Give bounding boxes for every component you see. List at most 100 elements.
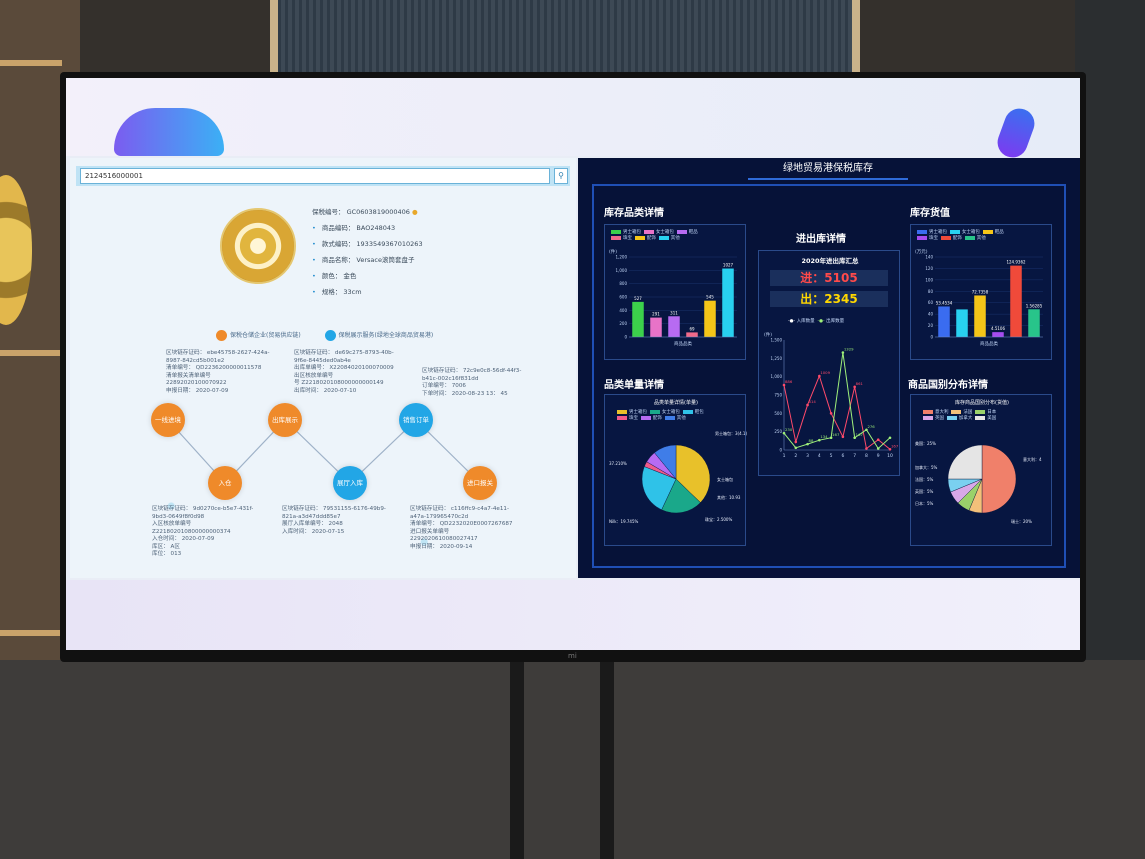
info-icon[interactable]: ● xyxy=(411,208,418,216)
section-in-out: 进出库详情 xyxy=(796,234,846,245)
search-bar: 2124516000001 ⚲ xyxy=(76,166,570,186)
x-tick-label: 6 xyxy=(841,453,844,459)
node-showroom-in[interactable]: 展厅入库 xyxy=(333,466,367,500)
record-outbound: 区块链存证码： de69c275-8793-40b- 9f6e-8445ded0a… xyxy=(294,350,394,394)
point-label: 1009 xyxy=(820,370,830,375)
pie-slice xyxy=(947,444,983,480)
slice-label: 珠宝：2.500% xyxy=(705,516,732,522)
footer-band xyxy=(66,580,1080,650)
data-point xyxy=(841,435,845,439)
stand-pole xyxy=(510,660,524,859)
out-total: 出：2345 xyxy=(770,291,888,307)
bar-value-label: 291 xyxy=(652,312,660,317)
data-point xyxy=(876,447,880,450)
data-point xyxy=(876,438,880,442)
product-name: 商品名称： Versace滚筒套盘子 xyxy=(321,256,415,264)
slice-label: 女士箱包 xyxy=(717,476,733,482)
bar-value-label: 69 xyxy=(689,326,695,331)
y-tick-label: 100 xyxy=(925,277,933,282)
node-warehouse-in[interactable]: 入仓 xyxy=(208,466,242,500)
section-single-qty: 品类单量详情 xyxy=(604,380,664,391)
floor xyxy=(0,660,1145,859)
x-axis-label: 商品品类 xyxy=(980,340,998,347)
flow-legend: 保税仓储企业(贸易供应链) 保税展示服务(绿地全球商品贸易港) xyxy=(216,330,433,341)
country-pie: 美国：25% 意大利：4 法国：5% 英国：5% 日本：5% 加拿大：5% 瑞士：20% xyxy=(915,440,1042,524)
node-import-customs[interactable]: 进口报关 xyxy=(463,466,497,500)
pie-slice xyxy=(654,444,677,480)
pie1-title: 品类单量详情(单量) xyxy=(654,400,698,406)
bar xyxy=(686,332,698,337)
data-point xyxy=(865,428,868,432)
point-label: 861 xyxy=(856,381,864,386)
data-point xyxy=(806,442,809,446)
node-outbound-display[interactable]: 出库展示 xyxy=(268,403,302,437)
search-input[interactable]: 2124516000001 xyxy=(80,168,550,184)
x-axis-label: 商品品类 xyxy=(674,340,692,347)
product-code: 商品编码： BAO248043 xyxy=(321,224,396,232)
slice-label: 美国：25% xyxy=(915,440,936,446)
data-point xyxy=(841,351,845,354)
point-label: 614 xyxy=(809,399,817,404)
y-tick-label: 500 xyxy=(774,411,782,416)
data-point xyxy=(888,447,892,451)
bar-value-label: 72.7358 xyxy=(972,289,989,294)
category-legend: 男士箱包 女士箱包 鞋品 珠宝 配饰 其他 xyxy=(611,229,743,241)
dashboard-frame xyxy=(592,184,1066,568)
pie-slice xyxy=(675,444,711,503)
bar-value-label: 1027 xyxy=(723,263,734,268)
y-tick-label: 600 xyxy=(619,295,627,300)
bar-value-label: 311 xyxy=(670,310,678,315)
point-label: 134 xyxy=(820,434,828,439)
x-tick-label: 5 xyxy=(830,453,833,459)
pie-slice xyxy=(981,444,1017,514)
bar xyxy=(668,316,680,337)
slice-label: 英国：5% xyxy=(915,488,934,494)
wall-artwork xyxy=(270,0,860,78)
node-first-entry[interactable]: 一线进境 xyxy=(151,403,185,437)
pie1-legend: 男士箱包 女士箱包 鞋包 珠宝 配饰 其他 xyxy=(617,409,739,421)
data-point xyxy=(806,403,809,407)
slice-label: 法国：5% xyxy=(915,476,934,482)
y-tick-label: 60 xyxy=(928,300,934,305)
screen: 2124516000001 ⚲ 保税编号： GC0603819000406 ● … xyxy=(66,78,1080,650)
x-tick-label: 1 xyxy=(783,453,786,459)
bar-value-label: 4.5106 xyxy=(991,326,1005,331)
record-sales-order: 区块链存证码： 72c9e0c8-56df-44f3- b41c-002c16f8… xyxy=(422,368,522,397)
slice-label: 加拿大：5% xyxy=(915,464,938,470)
section-country: 商品国别分布详情 xyxy=(908,380,988,391)
bar xyxy=(938,306,950,337)
search-icon: ⚲ xyxy=(558,171,564,180)
dashboard-title: 绿地贸易港保税库存 xyxy=(748,158,908,180)
point-label: 88 xyxy=(809,438,814,443)
data-point xyxy=(853,385,856,389)
blue-dot-icon xyxy=(324,330,336,341)
point-label: 1329 xyxy=(844,347,854,352)
slice-label: 37.210% xyxy=(609,461,627,466)
point-label: 167 xyxy=(891,443,898,448)
decorative-blob xyxy=(993,104,1039,162)
y-unit-label: (件) xyxy=(609,248,617,255)
node-sales-order[interactable]: 销售订单 xyxy=(399,403,433,437)
x-tick-label: 2 xyxy=(794,453,797,459)
bar xyxy=(974,295,986,337)
brand-logo: mi xyxy=(568,652,577,660)
y-tick-label: 0 xyxy=(624,335,627,340)
y-tick-label: 1,000 xyxy=(616,268,628,273)
inventory-value-chart: (万元) 0 20 40 60 80 100 120 140 53.4534 72.7358 4.51… xyxy=(915,249,1043,347)
search-button[interactable]: ⚲ xyxy=(554,168,568,184)
bar xyxy=(992,332,1004,337)
inventory-dashboard: 绿地贸易港保税库存 库存品类详情 进出库详情 库存货值 品类单量详情 商品国别分… xyxy=(578,158,1080,578)
pie2-title: 库存商品国别分布(货值) xyxy=(955,400,1009,406)
product-color: 颜色： 金色 xyxy=(321,272,357,280)
monitor: 2124516000001 ⚲ 保税编号： GC0603819000406 ● … xyxy=(60,72,1086,662)
in-out-line-chart: (件) 0 250 500 750 1,000 1,250 1,500 1 2 3 4 5 6 7 8 9 10 8… xyxy=(764,331,898,459)
record-showroom-in: 区块链存证码： 79531155-6176-49b9- 821a-a3d47ddd… xyxy=(282,506,386,535)
data-point xyxy=(818,374,821,378)
point-label: 167 xyxy=(832,432,840,437)
bar xyxy=(1028,309,1040,337)
bar xyxy=(956,309,968,337)
bar-value-label: 124.9362 xyxy=(1006,260,1026,265)
y-tick-label: 80 xyxy=(928,289,934,294)
bar xyxy=(1010,265,1022,337)
data-point xyxy=(829,436,833,440)
